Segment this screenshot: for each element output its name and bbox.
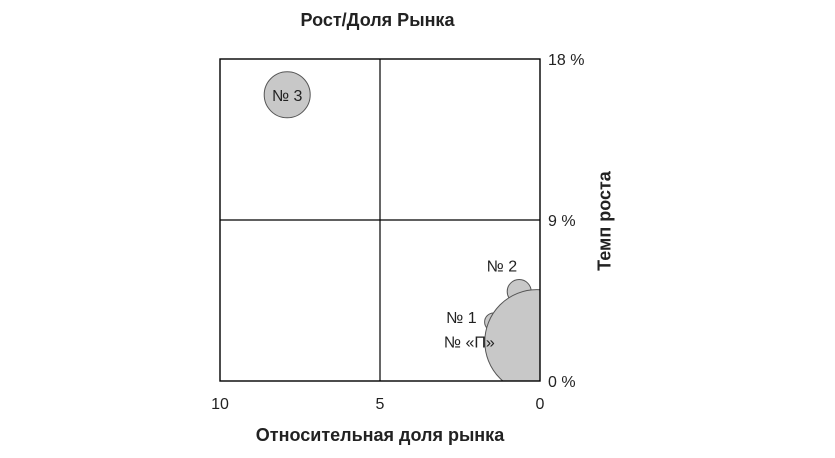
y-axis-label: Темп роста <box>594 171 615 271</box>
y-tick-label-2: 9 % <box>548 213 576 230</box>
x-tick-label-1: 10 <box>211 396 229 413</box>
x-tick-label-3: 0 <box>536 396 545 413</box>
bubble-label-4: № «П» <box>444 335 495 352</box>
bubble-label-1: № 3 <box>272 88 303 105</box>
y-tick-label-3: 0 % <box>548 374 576 391</box>
bubble-label-3: № 1 <box>446 310 477 327</box>
label-layer: № 3 № 2 № 1 № «П» <box>272 88 517 352</box>
bubble-1 <box>263 71 311 119</box>
y-axis-ticks: 18 % 9 % 0 % <box>522 52 584 391</box>
x-axis-label: Относительная доля рынка <box>255 425 505 445</box>
bubble-label-2: № 2 <box>487 259 518 276</box>
x-tick-label-2: 5 <box>376 396 385 413</box>
bubble-layer <box>263 71 540 381</box>
grid-layer <box>220 59 540 381</box>
x-axis-ticks: 10 5 0 <box>211 396 544 413</box>
bubble-4 <box>484 289 540 381</box>
y-tick-label-1: 18 % <box>548 52 584 69</box>
chart-title: Рост/Доля Рынка <box>300 10 455 30</box>
